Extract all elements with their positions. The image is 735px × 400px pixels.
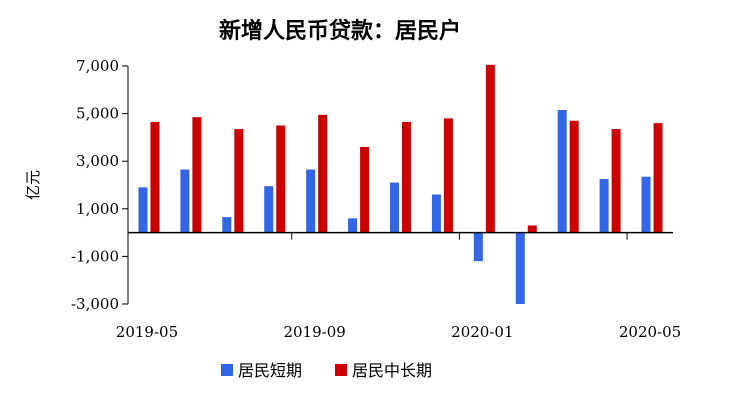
bar-short-term-2019-06[interactable] bbox=[180, 169, 190, 233]
bar-long-term-2020-03[interactable] bbox=[569, 120, 579, 233]
bar-short-term-2019-12[interactable] bbox=[431, 194, 441, 233]
bar-short-term-2020-05[interactable] bbox=[641, 176, 651, 233]
bar-long-term-2020-01[interactable] bbox=[485, 64, 495, 233]
legend-item-short-term[interactable]: 居民短期 bbox=[221, 361, 302, 380]
y-tick-label: 7,000 bbox=[76, 57, 119, 75]
bar-short-term-2019-10[interactable] bbox=[348, 218, 358, 233]
bar-long-term-2019-07[interactable] bbox=[234, 129, 244, 233]
bar-short-term-2020-01[interactable] bbox=[473, 232, 483, 262]
bar-short-term-2020-04[interactable] bbox=[599, 179, 609, 233]
x-axis: 2019-05 2019-09 2020-01 2020-05 bbox=[116, 231, 681, 341]
bar-short-term-2020-03[interactable] bbox=[557, 110, 567, 233]
legend-swatch-short-term bbox=[221, 364, 233, 376]
legend-item-long-term[interactable]: 居民中长期 bbox=[335, 361, 432, 380]
y-tick-label: 1,000 bbox=[76, 200, 119, 218]
bar-long-term-2019-08[interactable] bbox=[276, 125, 286, 233]
bar-long-term-2020-04[interactable] bbox=[611, 129, 621, 233]
bar-short-term-2019-11[interactable] bbox=[390, 182, 399, 233]
y-tick-label: 3,000 bbox=[76, 152, 119, 170]
bar-long-term-2019-06[interactable] bbox=[192, 117, 202, 233]
x-tick-label: 2020-05 bbox=[619, 323, 681, 341]
bar-long-term-2020-05[interactable] bbox=[653, 123, 663, 233]
bar-long-term-2019-11[interactable] bbox=[402, 121, 411, 233]
x-tick-label: 2019-09 bbox=[283, 323, 345, 341]
legend-label-long-term: 居民中长期 bbox=[352, 361, 432, 380]
y-tick-label: -1,000 bbox=[71, 247, 119, 265]
bar-long-term-2020-02[interactable] bbox=[527, 225, 537, 233]
chart-title: 新增人民币贷款：居民户 bbox=[219, 18, 461, 44]
bar-long-term-2019-12[interactable] bbox=[443, 118, 453, 233]
y-tick-label: 5,000 bbox=[76, 105, 119, 123]
bar-short-term-2019-07[interactable] bbox=[222, 217, 232, 233]
bar-short-term-2019-08[interactable] bbox=[264, 186, 274, 233]
bar-short-term-2019-05[interactable] bbox=[138, 187, 148, 233]
legend-label-short-term: 居民短期 bbox=[238, 361, 302, 380]
legend: 居民短期 居民中长期 bbox=[221, 361, 432, 380]
bars bbox=[138, 64, 663, 304]
bar-short-term-2019-09[interactable] bbox=[306, 169, 316, 233]
y-axis-label: 亿元 bbox=[24, 170, 42, 200]
y-axis: -3,000 -1,000 1,000 3,000 5,000 7,000 bbox=[71, 57, 129, 313]
bar-short-term-2020-02[interactable] bbox=[515, 232, 525, 304]
x-tick-label: 2019-05 bbox=[116, 323, 178, 341]
x-tick-label: 2020-01 bbox=[451, 323, 513, 341]
y-tick-label: -3,000 bbox=[71, 295, 119, 313]
bar-long-term-2019-09[interactable] bbox=[318, 114, 328, 233]
legend-swatch-long-term bbox=[335, 364, 347, 376]
bar-long-term-2019-05[interactable] bbox=[150, 121, 160, 233]
bar-long-term-2019-10[interactable] bbox=[360, 146, 370, 233]
